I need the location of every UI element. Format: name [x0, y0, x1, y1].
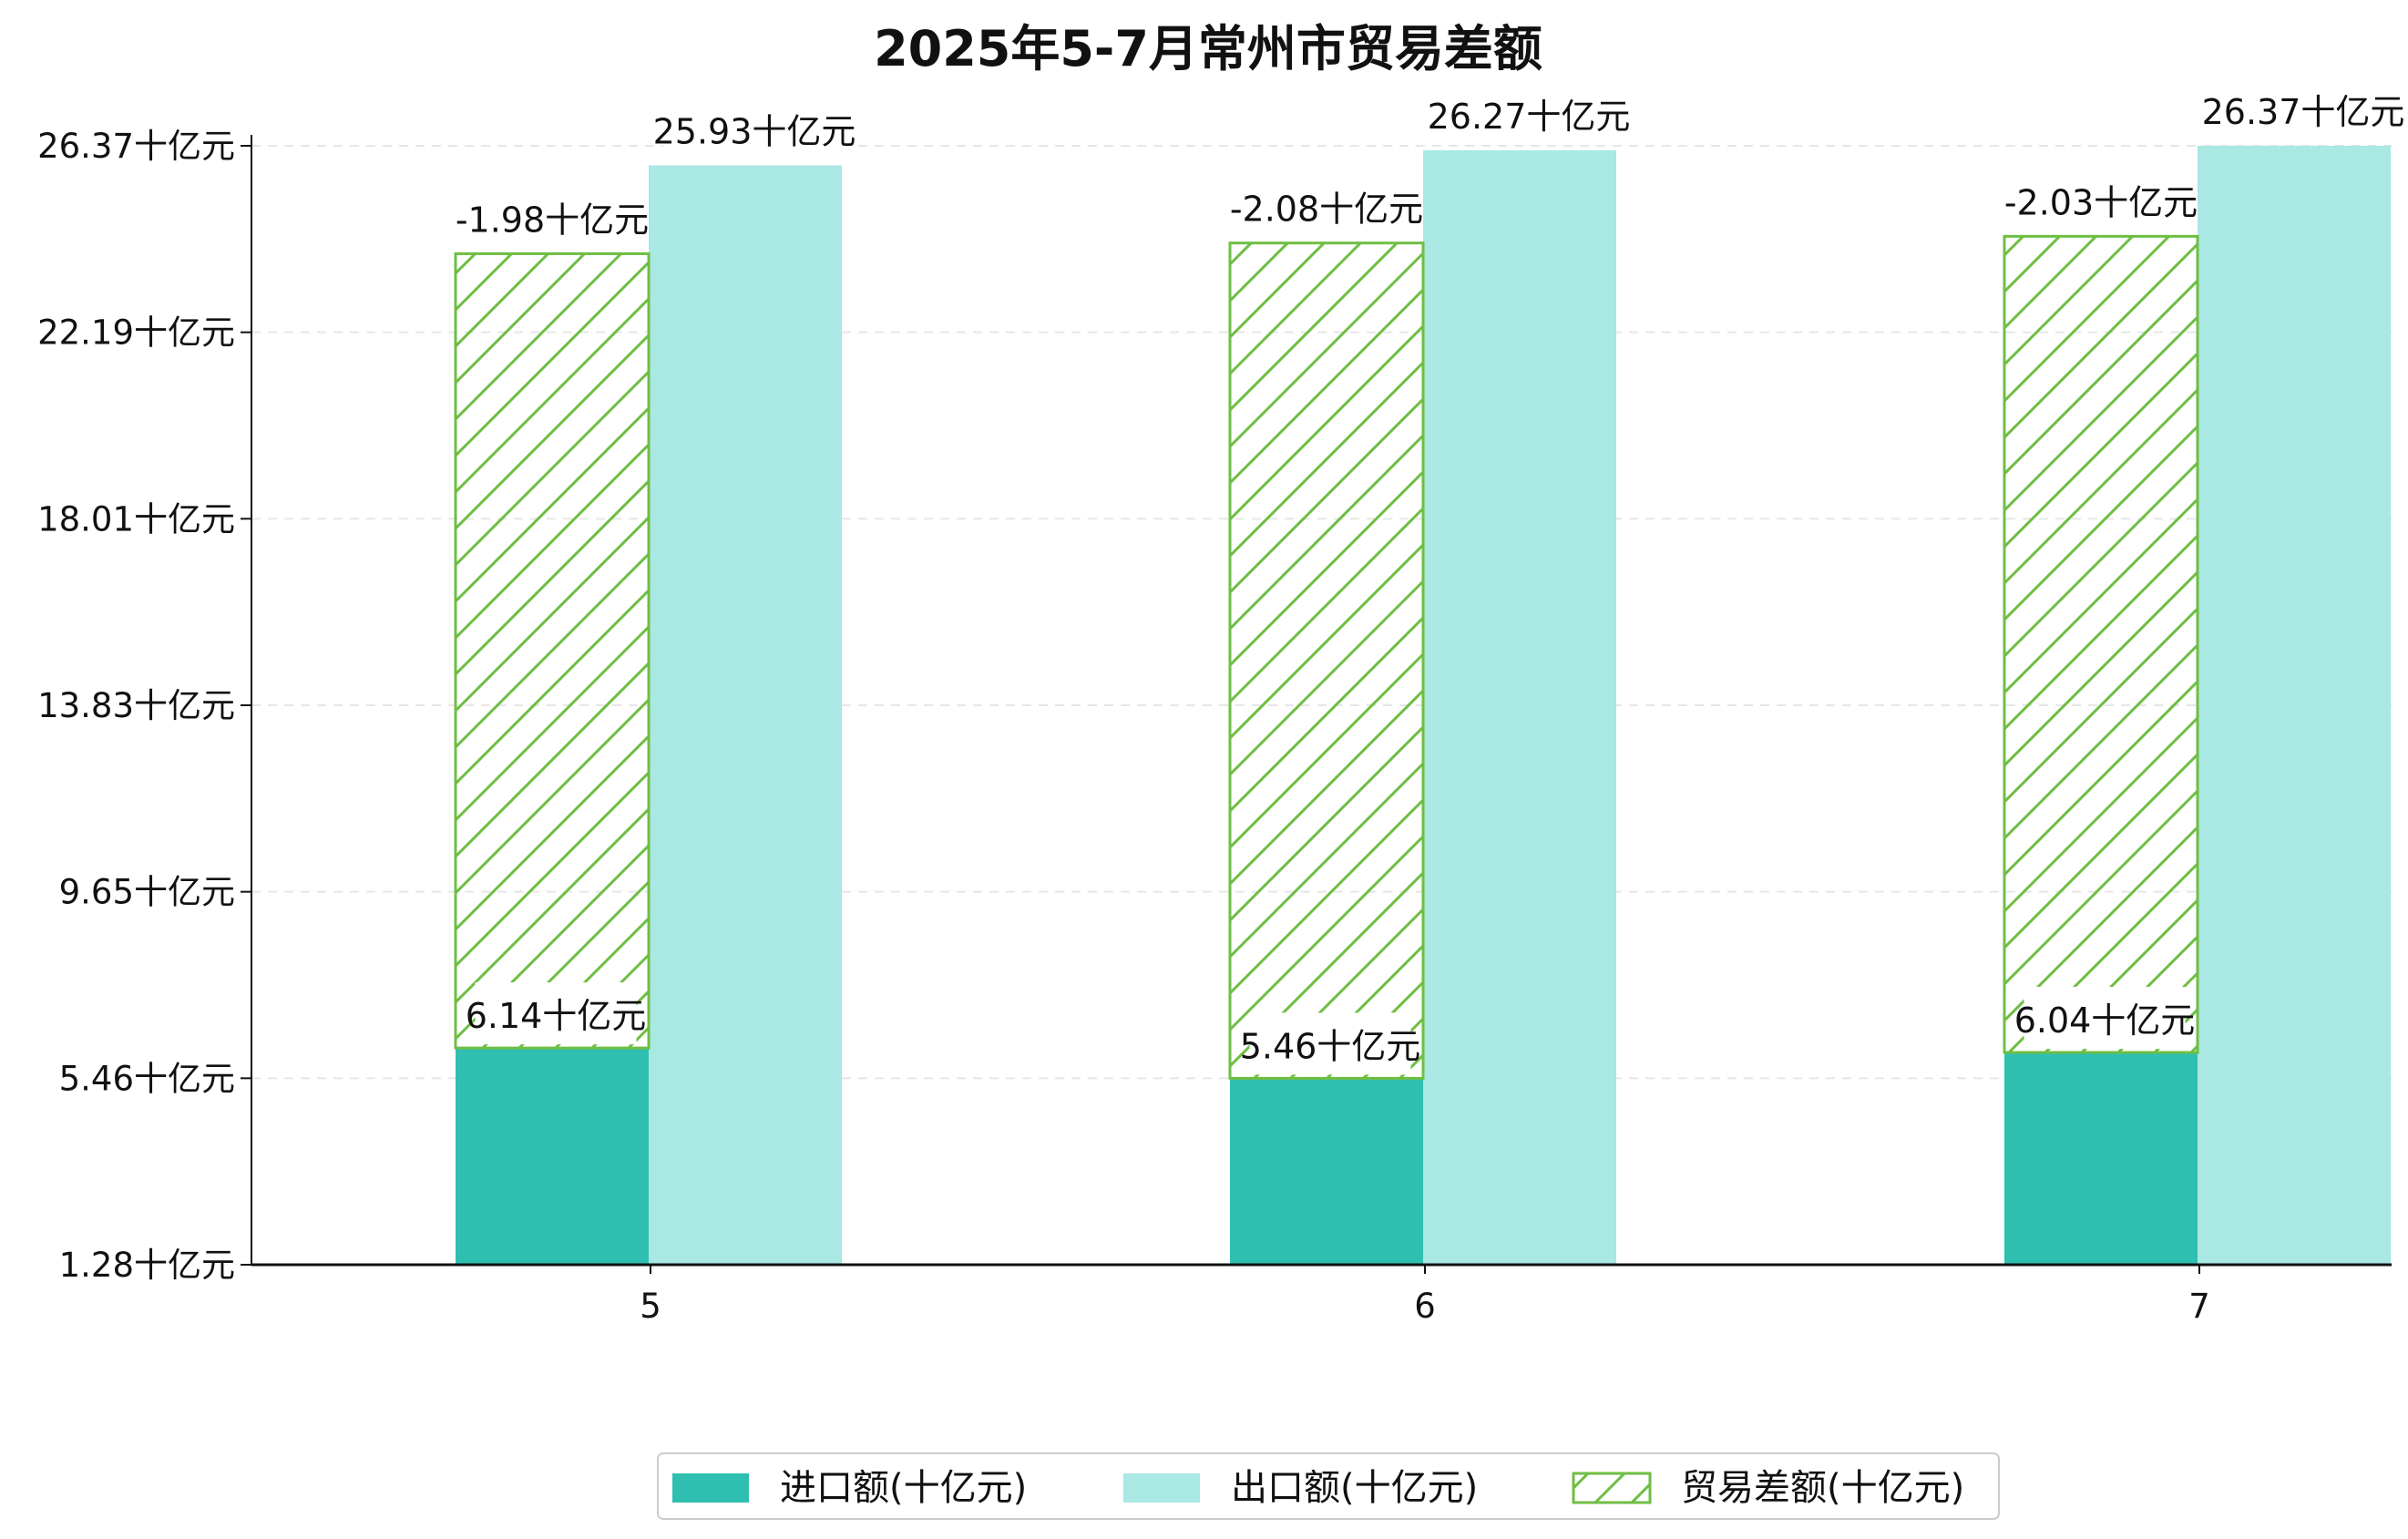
import-value-label: 5.46十亿元: [1240, 1026, 1421, 1066]
data-label-bg: [1235, 175, 1418, 238]
balance-bar: [2003, 234, 2199, 1054]
y-tick-label: 13.83十亿元: [37, 686, 235, 725]
import-value-label: 6.14十亿元: [466, 996, 647, 1036]
balance-value-label: -2.03十亿元: [2004, 182, 2198, 222]
legend-label: 贸易差额(十亿元): [1681, 1467, 1964, 1509]
y-tick-label: 9.65十亿元: [59, 873, 235, 912]
legend-label: 进口额(十亿元): [780, 1467, 1027, 1509]
export-value-label: 26.27十亿元: [1428, 97, 1631, 137]
import-bar: [456, 1048, 649, 1265]
chart-title: 2025年5-7月常州市贸易差额: [874, 20, 1542, 77]
import-bar: [1230, 1078, 1423, 1265]
export-bar: [2198, 146, 2391, 1265]
balance-bar: [1228, 241, 1425, 1080]
legend-swatch-balance: [1572, 1472, 1652, 1504]
x-tick-label: 5: [640, 1287, 661, 1326]
y-tick-label: 26.37十亿元: [37, 127, 235, 166]
y-tick-label: 22.19十亿元: [37, 313, 235, 353]
bars: [454, 146, 2391, 1265]
y-tick-label: 1.28十亿元: [59, 1246, 235, 1285]
legend-label: 出口额(十亿元): [1231, 1467, 1478, 1509]
data-label-bg: [2010, 169, 2192, 231]
data-label-bg: [1438, 82, 1620, 145]
balance-value-label: -1.98十亿元: [456, 200, 649, 240]
import-value-label: 6.04十亿元: [2014, 1000, 2196, 1041]
y-tick-label: 18.01十亿元: [37, 499, 235, 539]
import-bar: [2004, 1052, 2198, 1265]
legend: 进口额(十亿元) 出口额(十亿元) 贸易差额(十亿元): [657, 1452, 2000, 1520]
data-label-bg: [1249, 1012, 1411, 1075]
balance-value-label: -2.08十亿元: [1230, 190, 1423, 230]
data-label-bg: [663, 97, 845, 160]
export-bar: [649, 165, 842, 1265]
export-value-label: 26.37十亿元: [2202, 92, 2405, 132]
x-tick-label: 7: [2188, 1287, 2210, 1326]
legend-frame: [657, 1452, 2000, 1520]
x-tick-label: 6: [1414, 1287, 1436, 1326]
y-axis: 1.28十亿元 5.46十亿元 9.65十亿元 13.83十亿元 18.01十亿元 22.…: [37, 127, 252, 1285]
legend-swatch-import: [672, 1473, 749, 1503]
export-bar: [1423, 149, 1616, 1265]
balance-bar: [454, 251, 651, 1050]
data-label-bg: [2024, 987, 2186, 1050]
y-tick-label: 5.46十亿元: [59, 1059, 235, 1098]
legend-swatch-export: [1123, 1473, 1200, 1503]
data-label-bg: [2212, 78, 2394, 140]
data-label-bg: [475, 982, 637, 1045]
data-label-bg: [461, 186, 643, 249]
x-axis: 5 6 7: [251, 1263, 2392, 1326]
data-labels: 25.93十亿元 -1.98十亿元 6.14十亿元 26.27十亿元 -2.08十亿元 5…: [456, 78, 2405, 1075]
export-value-label: 25.93十亿元: [653, 112, 856, 152]
